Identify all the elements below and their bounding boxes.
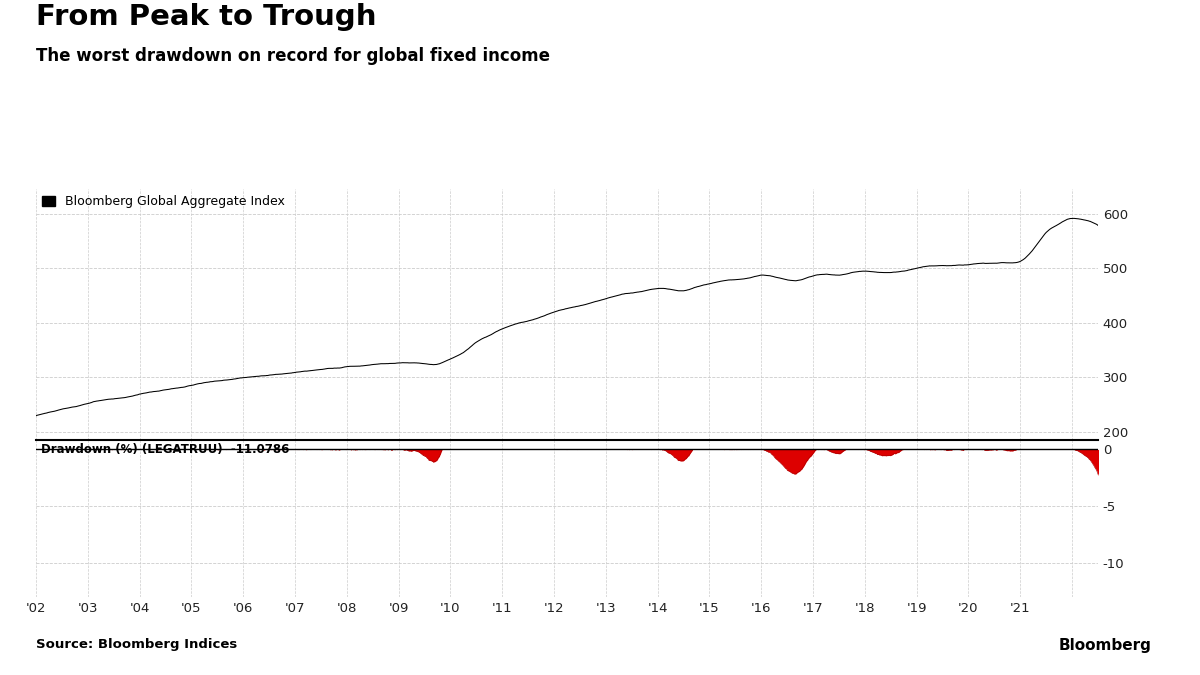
Text: From Peak to Trough: From Peak to Trough bbox=[36, 3, 377, 31]
Text: The worst drawdown on record for global fixed income: The worst drawdown on record for global … bbox=[36, 47, 550, 65]
Text: Source: Bloomberg Indices: Source: Bloomberg Indices bbox=[36, 638, 238, 651]
Text: Bloomberg: Bloomberg bbox=[1060, 638, 1152, 653]
Text: Drawdown (%) (LEGATRUU)  -11.0786: Drawdown (%) (LEGATRUU) -11.0786 bbox=[41, 443, 289, 456]
Legend: Bloomberg Global Aggregate Index: Bloomberg Global Aggregate Index bbox=[42, 195, 284, 209]
